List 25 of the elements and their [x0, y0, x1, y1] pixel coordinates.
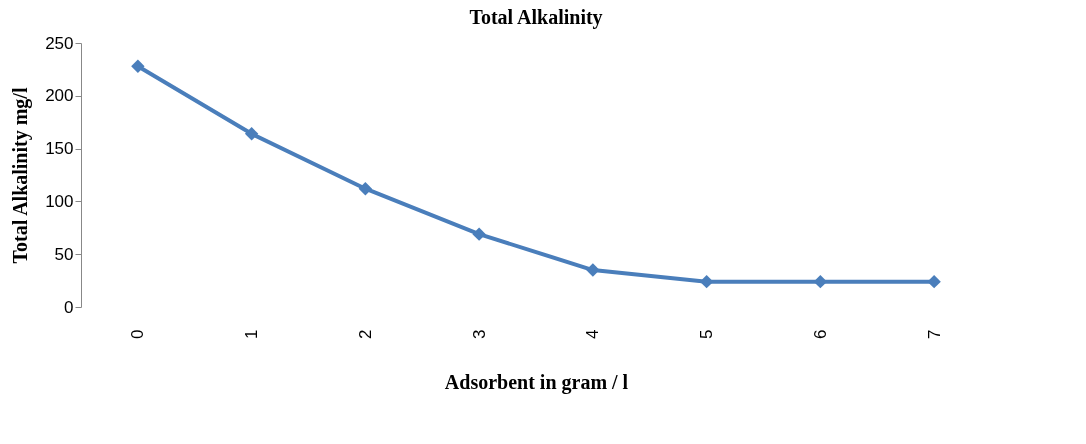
x-tick-label: 1 — [242, 329, 262, 339]
y-tick-label: 0 — [64, 297, 74, 317]
y-tick-label: 250 — [45, 33, 74, 53]
y-tick-label: 50 — [54, 244, 74, 264]
point — [131, 59, 145, 73]
chart-title: Total Alkalinity — [469, 6, 603, 29]
point — [358, 182, 373, 196]
x-tick-label: 4 — [583, 329, 603, 339]
y-axis-title: Total Alkalinity mg/l — [9, 87, 33, 264]
point — [472, 227, 486, 241]
point — [699, 274, 714, 289]
y-tick-label: 100 — [45, 191, 74, 211]
x-tick-label: 5 — [697, 329, 717, 339]
y-tick-label: 200 — [45, 86, 74, 106]
x-tick-label: 7 — [924, 329, 944, 339]
x-tick-label: 2 — [355, 329, 375, 339]
x-tick-label: 3 — [469, 329, 489, 339]
point — [813, 274, 828, 289]
point — [586, 263, 600, 277]
point — [927, 274, 941, 289]
x-tick-label: 6 — [810, 329, 830, 339]
point — [244, 127, 259, 141]
y-tick-label: 150 — [45, 139, 74, 159]
x-tick-label: 0 — [128, 329, 148, 339]
x-axis-title: Adsorbent in gram / l — [444, 370, 629, 394]
